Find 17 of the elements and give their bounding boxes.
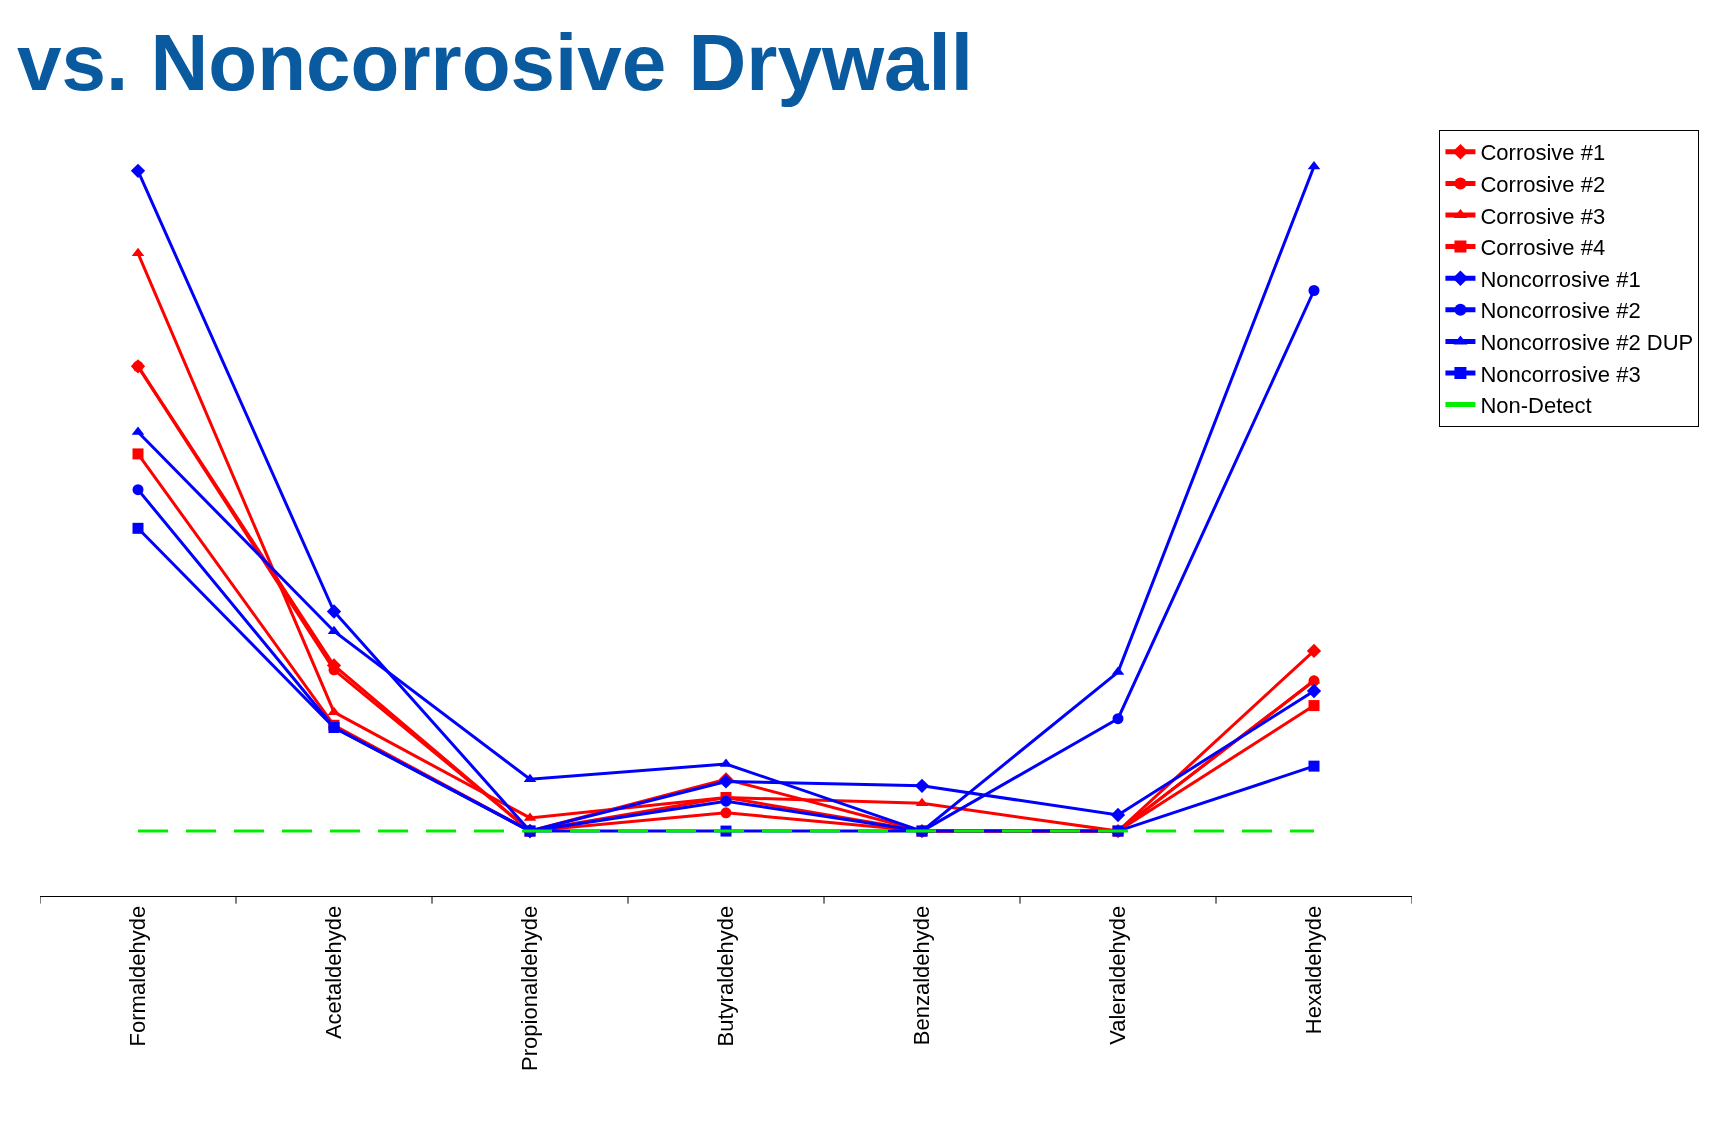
legend-label: Noncorrosive #1	[1480, 266, 1641, 292]
x-tick-label: Benzaldehyde	[909, 905, 935, 1046]
legend-label: Noncorrosive #2 DUP	[1480, 329, 1694, 355]
chart-title: vs. Noncorrosive Drywall	[17, 18, 974, 108]
legend-label: Corrosive #2	[1480, 171, 1606, 197]
x-tick-label: Hexaldehyde	[1301, 905, 1327, 1035]
x-tick-label: Formaldehyde	[125, 905, 151, 1047]
legend-label: Corrosive #4	[1480, 235, 1606, 261]
legend-label: Corrosive #3	[1480, 203, 1606, 229]
legend-label: Noncorrosive #3	[1480, 361, 1641, 387]
x-tick-label: Valeraldehyde	[1105, 905, 1131, 1045]
legend-label: Corrosive #1	[1480, 140, 1606, 166]
x-tick-label: Acetaldehyde	[321, 905, 347, 1040]
x-tick-label: Butyraldehyde	[713, 905, 739, 1047]
legend-label: Noncorrosive #2	[1480, 298, 1641, 324]
legend-label: Non-Detect	[1480, 393, 1592, 419]
x-tick-label: Propionaldehyde	[517, 905, 543, 1071]
